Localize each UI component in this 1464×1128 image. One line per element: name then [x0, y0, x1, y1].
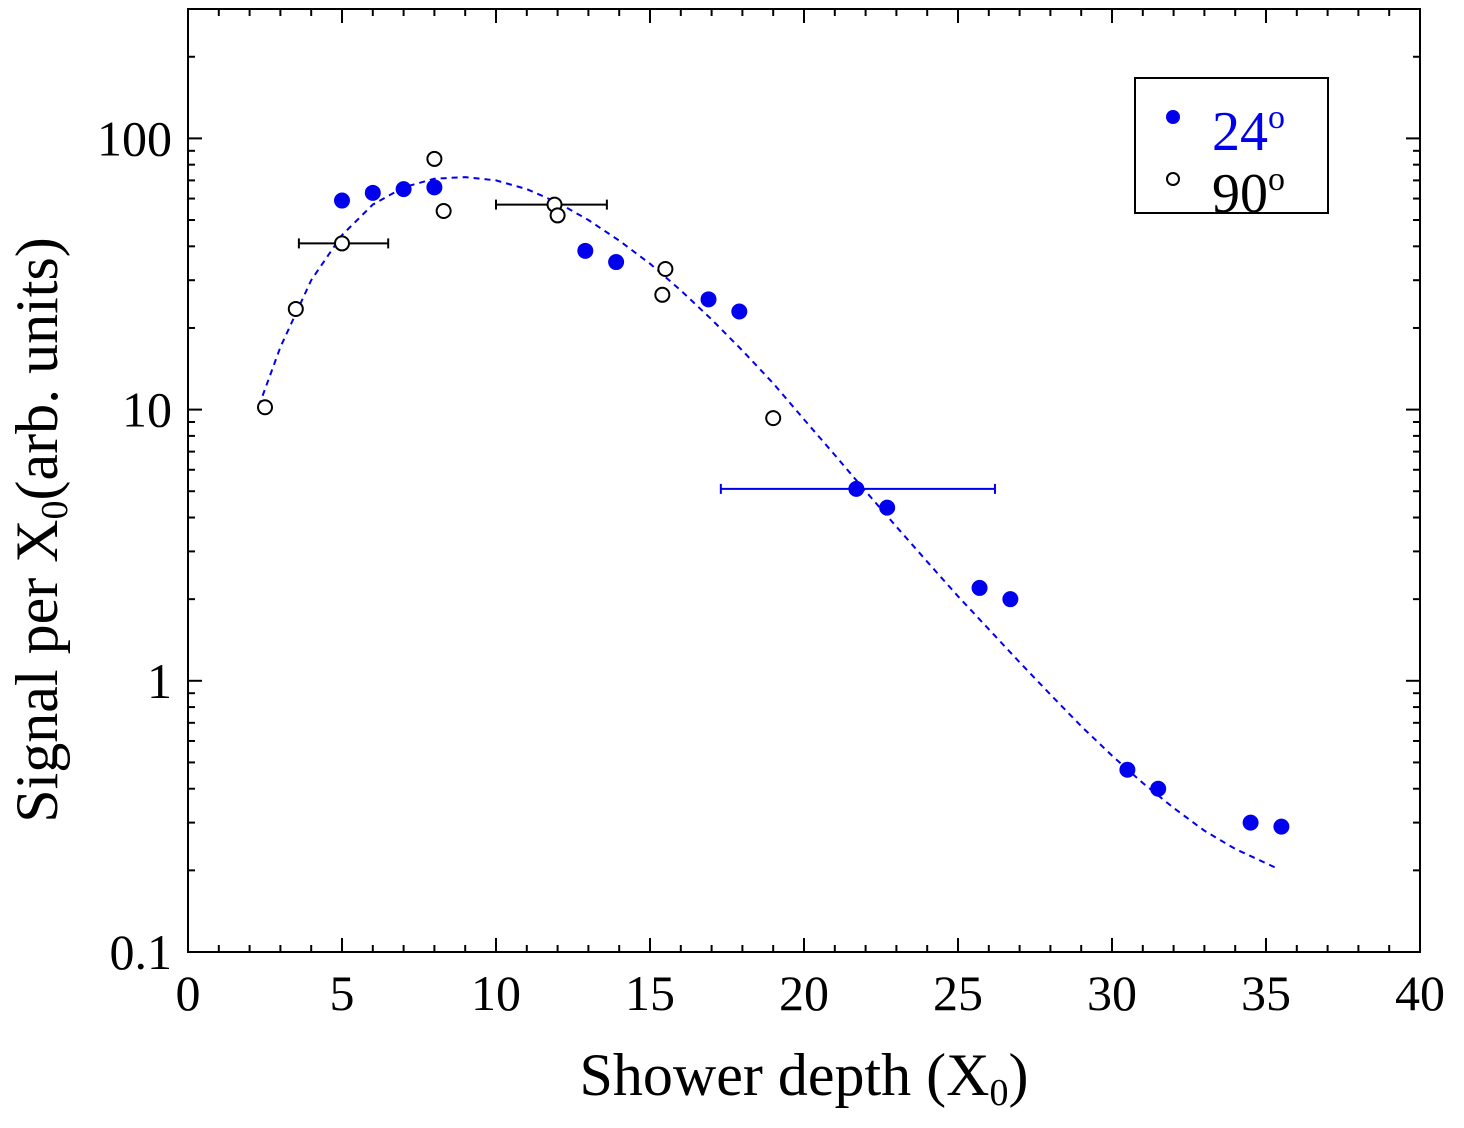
x-tick-label: 10: [471, 965, 521, 1021]
data-point-90deg: [765, 410, 782, 427]
data-point-24deg: [364, 184, 381, 201]
data-point-90deg: [334, 235, 350, 252]
data-point-24deg: [1002, 591, 1019, 608]
x-axis-label-end: ): [1008, 1042, 1029, 1108]
open-circle-marker-icon: [1166, 172, 1180, 186]
x-axis-label-subscript: 0: [989, 1072, 1009, 1114]
x-tick-label: 30: [1087, 965, 1137, 1021]
data-point-24deg: [731, 303, 748, 320]
x-tick-label: 15: [625, 965, 675, 1021]
y-axis-label-end: (arb. units): [4, 237, 70, 501]
legend-label-90: 90o: [1212, 149, 1285, 225]
data-point-24deg: [700, 291, 717, 308]
data-point-24deg: [1119, 761, 1136, 778]
x-axis-label: Shower depth (X0): [188, 1040, 1420, 1128]
y-axis-label: Signal per X0(arb. units): [2, 237, 90, 823]
legend-entry-90: 90o: [1136, 149, 1327, 225]
filled-circle-marker-icon: [1166, 110, 1180, 124]
data-point-90deg: [435, 202, 452, 219]
data-point-24deg: [577, 242, 594, 259]
x-tick-label: 25: [933, 965, 983, 1021]
x-tick-label: 35: [1241, 965, 1291, 1021]
legend-label-24: 24o: [1212, 87, 1285, 163]
x-axis-label-main: Shower depth (X: [579, 1042, 990, 1108]
data-points: [257, 150, 1290, 835]
data-point-24deg: [426, 179, 443, 196]
x-tick-label: 40: [1395, 965, 1445, 1021]
data-point-90deg: [287, 300, 304, 317]
legend-label-90-text: 90: [1212, 163, 1268, 225]
axis-ticks: [187, 8, 1421, 953]
legend-label-24-text: 24: [1212, 101, 1268, 163]
error-bars: [297, 199, 996, 494]
x-tick-label: 0: [176, 965, 201, 1021]
data-point-24deg: [1150, 780, 1167, 797]
data-point-24deg: [334, 192, 350, 209]
data-point-90deg: [549, 207, 566, 224]
x-tick-label: 5: [330, 965, 355, 1021]
legend-label-90-degree: o: [1268, 161, 1285, 198]
data-point-24deg: [1242, 814, 1259, 831]
data-point-90deg: [257, 399, 273, 416]
y-axis-label-main: Signal per X: [4, 519, 70, 823]
y-tick-label: 0.1: [110, 924, 173, 980]
data-point-90deg: [426, 150, 443, 167]
data-point-24deg: [971, 579, 988, 596]
data-point-90deg: [657, 260, 674, 277]
axis-tick-labels: 0 5 10 15 20 25 30 35 40 0.1 1 10 100: [97, 110, 1445, 1021]
y-axis-label-subscript: 0: [34, 500, 76, 520]
y-tick-label: 10: [122, 382, 172, 438]
legend: 24o 90o: [1134, 77, 1329, 225]
data-point-24deg: [395, 181, 412, 198]
data-point-24deg: [848, 480, 865, 497]
legend-entry-24: 24o: [1136, 87, 1327, 163]
x-tick-label: 20: [779, 965, 829, 1021]
data-point-24deg: [608, 254, 625, 271]
y-tick-label: 1: [147, 653, 172, 709]
y-tick-label: 100: [97, 110, 172, 166]
data-point-24deg: [1273, 818, 1290, 835]
data-point-90deg: [654, 286, 671, 303]
data-point-24deg: [879, 499, 896, 516]
legend-label-24-degree: o: [1268, 99, 1285, 136]
